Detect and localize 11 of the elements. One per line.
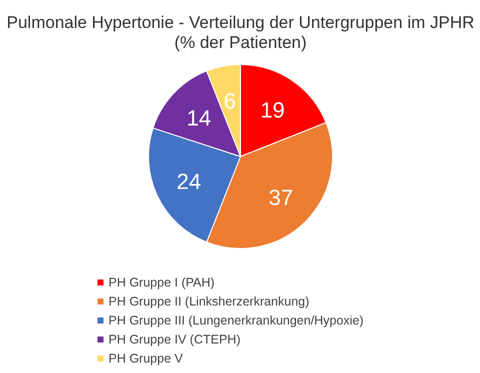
- legend-label: PH Gruppe II (Linksherzerkrankung): [108, 294, 310, 308]
- legend-label: PH Gruppe IV (CTEPH): [108, 332, 240, 346]
- data-label: 6: [224, 88, 236, 114]
- data-label: 24: [176, 168, 202, 194]
- legend-label: PH Gruppe III (Lungenerkrankungen/Hypoxie): [108, 314, 364, 328]
- legend-label: PH Gruppe V: [108, 352, 184, 366]
- chart-title: Pulmonale Hypertonie - Verteilung der Untergruppen im JPHR (% der Patienten): [6, 13, 474, 52]
- data-label: 19: [260, 97, 285, 122]
- data-label: 14: [186, 105, 212, 130]
- data-label: 37: [268, 184, 294, 210]
- legend-label: PH Gruppe I (PAH): [108, 276, 215, 290]
